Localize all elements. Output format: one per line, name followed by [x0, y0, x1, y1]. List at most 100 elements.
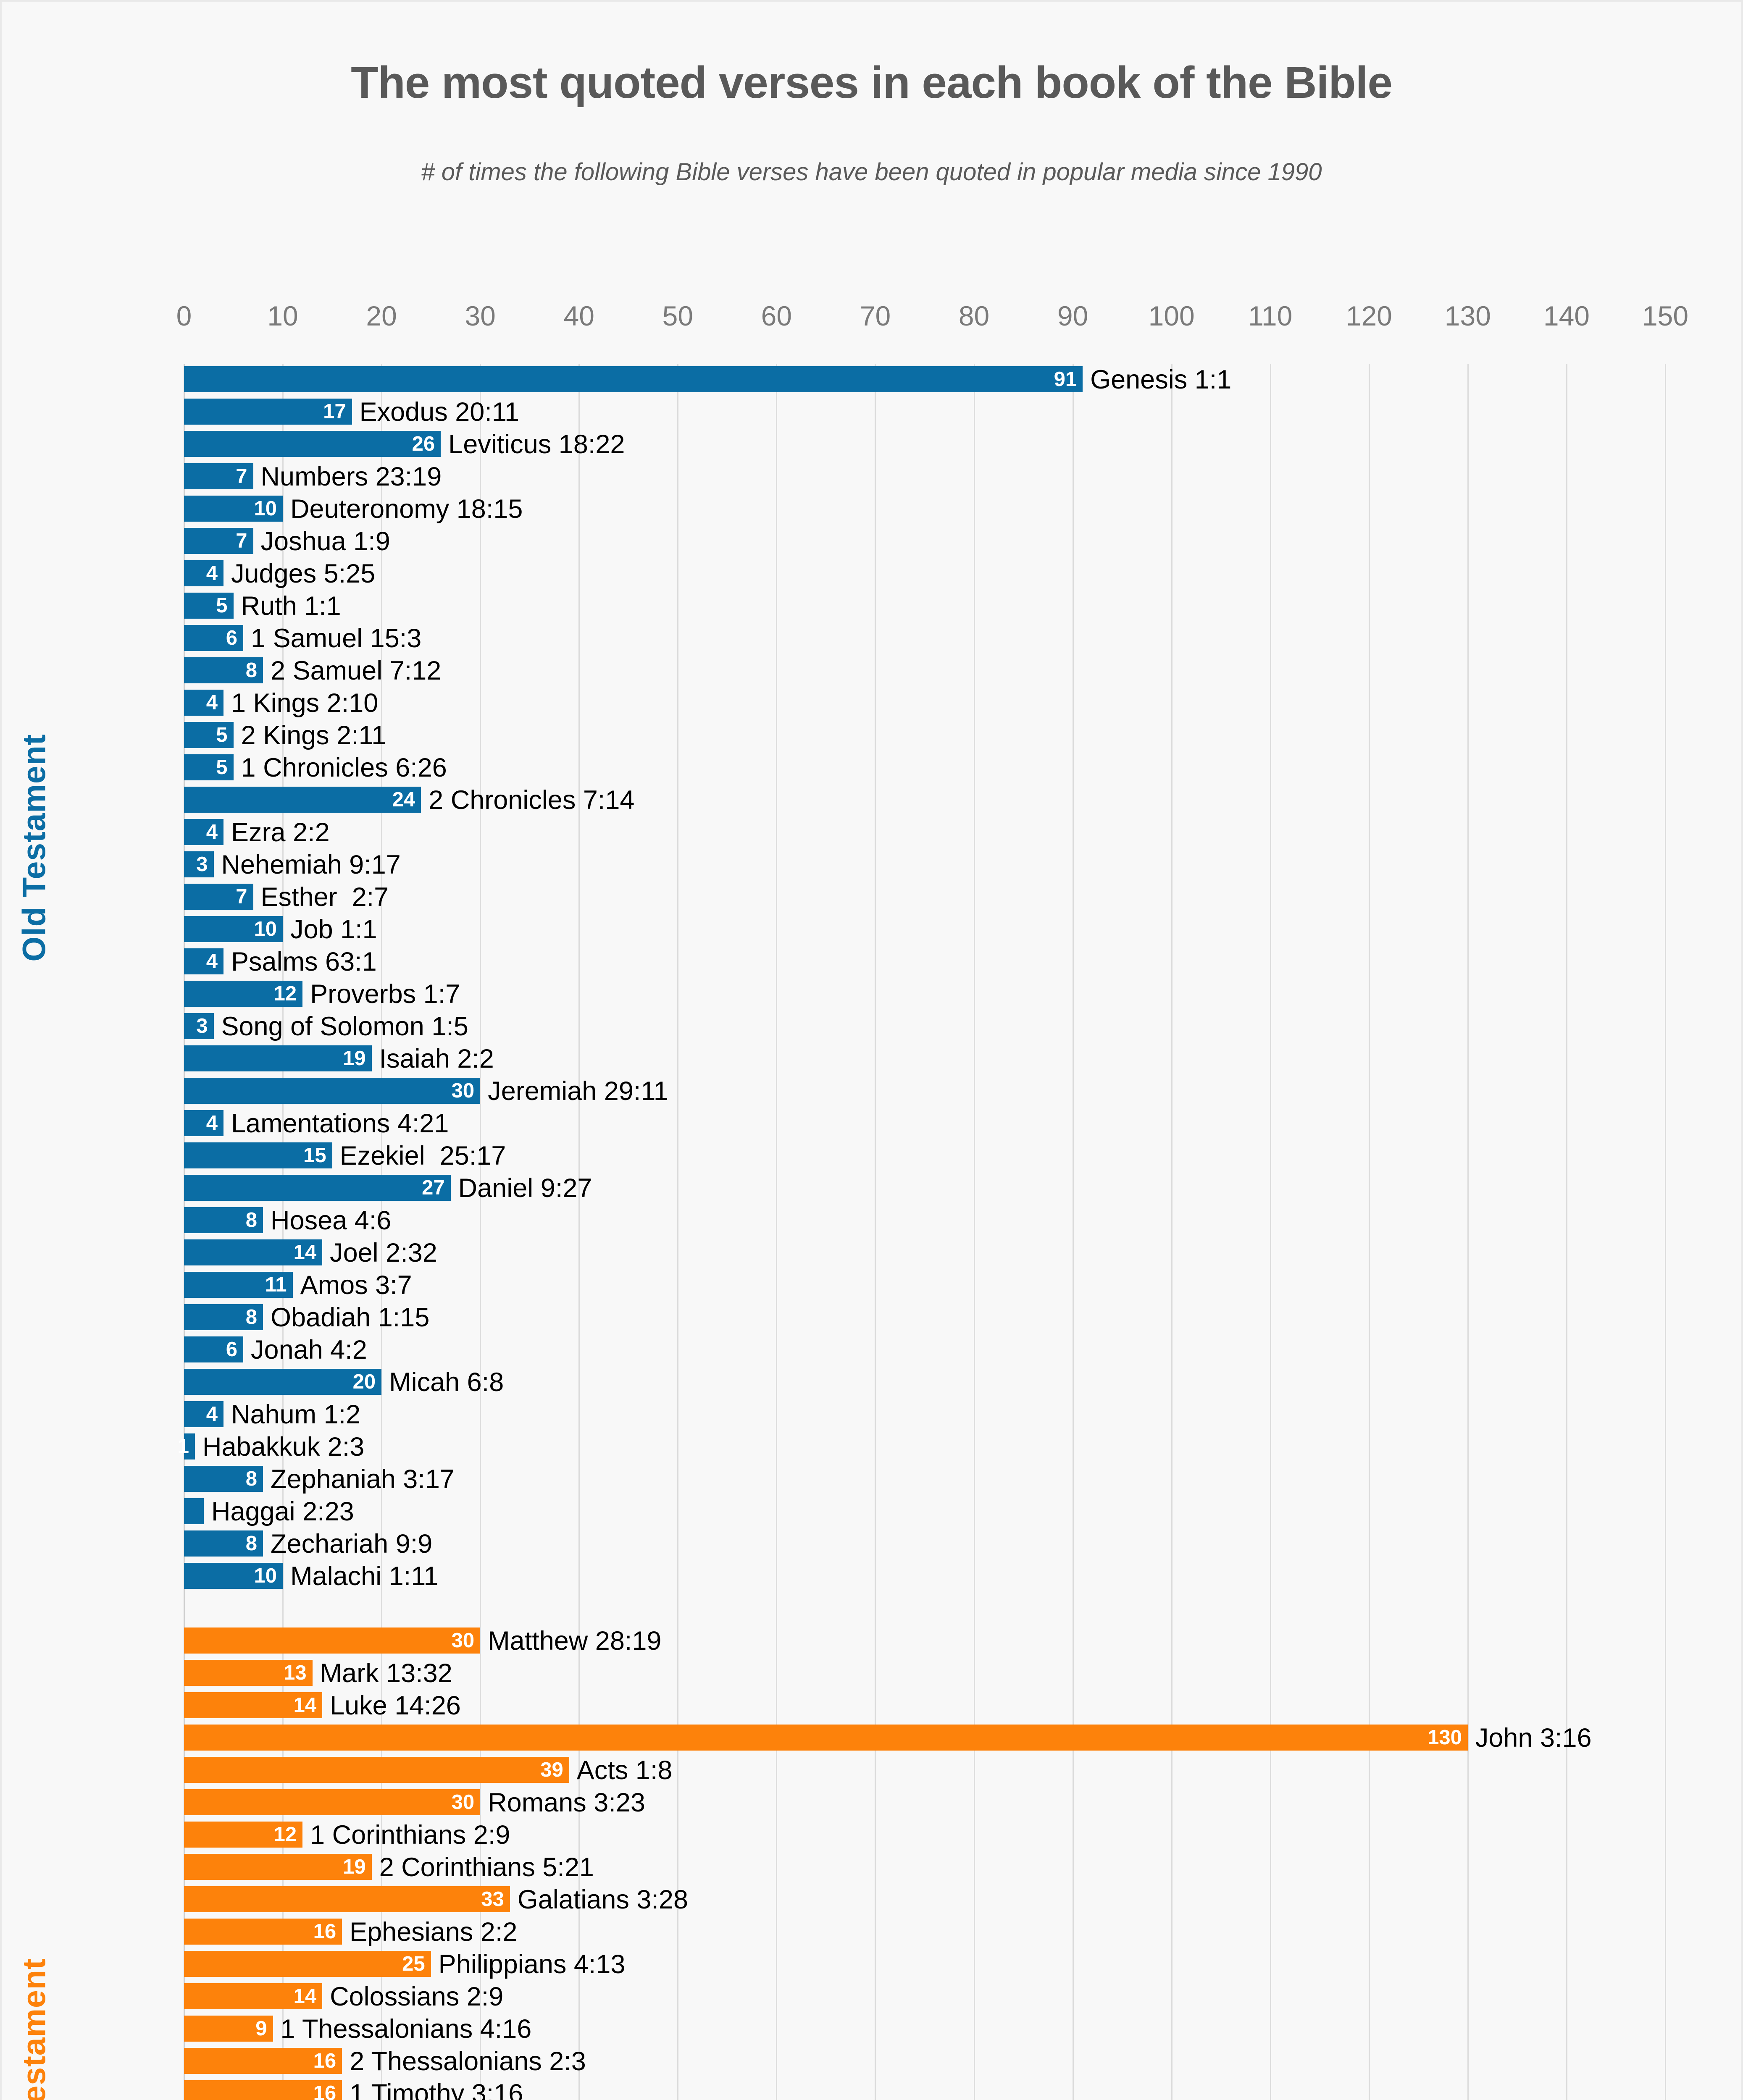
bar-row[interactable]: 4 Lamentations 4:21 [2, 1108, 1741, 1140]
bar[interactable]: 30 [184, 1789, 481, 1815]
bar[interactable]: 5 [184, 754, 234, 780]
bar[interactable]: 4 [184, 948, 224, 974]
bar[interactable]: 17 [184, 399, 352, 425]
bar-row[interactable]: 1 Habakkuk 2:3 [2, 1431, 1741, 1463]
bar-row[interactable]: 91 Genesis 1:1 [2, 364, 1741, 396]
bar-row[interactable]: 5 2 Kings 2:11 [2, 719, 1741, 752]
bar[interactable]: 8 [184, 1466, 263, 1492]
bar[interactable]: 25 [184, 1951, 431, 1977]
bar[interactable]: 4 [184, 690, 224, 716]
bar-row[interactable]: 12 Proverbs 1:7 [2, 978, 1741, 1011]
bar[interactable]: 8 [184, 1530, 263, 1557]
bar-row[interactable]: 6 1 Samuel 15:3 [2, 622, 1741, 655]
bar-row[interactable]: 19 2 Corinthians 5:21 [2, 1851, 1741, 1884]
bar[interactable]: 3 [184, 1013, 214, 1039]
bar[interactable]: 26 [184, 431, 441, 457]
bar[interactable]: 16 [184, 2048, 342, 2074]
bar-row[interactable]: 16 2 Thessalonians 2:3 [2, 2045, 1741, 2078]
bar-row[interactable]: 5 Ruth 1:1 [2, 590, 1741, 622]
bar-row[interactable]: 130 John 3:16 [2, 1722, 1741, 1754]
bar-row[interactable]: 14 Colossians 2:9 [2, 1981, 1741, 2013]
bar-row[interactable]: 27 Daniel 9:27 [2, 1172, 1741, 1205]
bar-row[interactable]: 4 Ezra 2:2 [2, 816, 1741, 849]
bar-row[interactable]: 20 Micah 6:8 [2, 1366, 1741, 1399]
bar-row[interactable]: 4 Psalms 63:1 [2, 946, 1741, 978]
bar-row[interactable]: 4 1 Kings 2:10 [2, 687, 1741, 719]
bar-row[interactable]: 10 Deuteronomy 18:15 [2, 493, 1741, 525]
bar[interactable]: 14 [184, 1692, 323, 1718]
bar[interactable]: 27 [184, 1175, 451, 1201]
bar[interactable]: 5 [184, 593, 234, 619]
bar[interactable]: 39 [184, 1757, 569, 1783]
bar-row[interactable]: 13 Mark 13:32 [2, 1657, 1741, 1690]
bar[interactable]: 16 [184, 1919, 342, 1945]
bar-row[interactable]: 8 Obadiah 1:15 [2, 1302, 1741, 1334]
bar-row[interactable]: 30 Matthew 28:19 [2, 1625, 1741, 1657]
bar[interactable]: 91 [184, 366, 1083, 392]
bar-row[interactable]: 26 Leviticus 18:22 [2, 428, 1741, 461]
bar-row[interactable]: 7 Numbers 23:19 [2, 461, 1741, 493]
bar-row[interactable]: 39 Acts 1:8 [2, 1754, 1741, 1787]
bar-row[interactable]: 4 Judges 5:25 [2, 558, 1741, 590]
bar-row[interactable]: 30 Jeremiah 29:11 [2, 1075, 1741, 1108]
bar[interactable]: 12 [184, 1822, 303, 1848]
bar-row[interactable]: 7 Esther 2:7 [2, 881, 1741, 914]
bar-row[interactable]: 8 Zechariah 9:9 [2, 1528, 1741, 1560]
bar-row[interactable]: 8 2 Samuel 7:12 [2, 655, 1741, 687]
bar-row[interactable]: 14 Luke 14:26 [2, 1690, 1741, 1722]
bar-row[interactable]: 5 1 Chronicles 6:26 [2, 752, 1741, 784]
bar[interactable]: 8 [184, 1304, 263, 1330]
bar[interactable]: 6 [184, 1336, 244, 1362]
bar[interactable]: 8 [184, 657, 263, 683]
bar-row[interactable]: 12 1 Corinthians 2:9 [2, 1819, 1741, 1851]
bar[interactable]: 10 [184, 496, 283, 522]
bar[interactable]: 8 [184, 1207, 263, 1233]
bar-row[interactable]: 4 Nahum 1:2 [2, 1399, 1741, 1431]
bar-row[interactable]: 6 Jonah 4:2 [2, 1334, 1741, 1366]
bar-row[interactable]: 16 Ephesians 2:2 [2, 1916, 1741, 1948]
bar[interactable]: 7 [184, 884, 253, 910]
bar-row[interactable]: 3 Nehemiah 9:17 [2, 849, 1741, 881]
bar-row[interactable]: 17 Exodus 20:11 [2, 396, 1741, 428]
bar[interactable]: 10 [184, 1563, 283, 1589]
bar[interactable]: 33 [184, 1886, 510, 1912]
bar-row[interactable]: 14 Joel 2:32 [2, 1237, 1741, 1269]
bar-row[interactable]: 8 Hosea 4:6 [2, 1205, 1741, 1237]
bar[interactable]: 24 [184, 787, 421, 813]
bar[interactable]: 4 [184, 1110, 224, 1136]
bar-row[interactable]: 8 Zephaniah 3:17 [2, 1463, 1741, 1496]
bar-row[interactable]: 10 Job 1:1 [2, 914, 1741, 946]
bar-row[interactable]: 15 Ezekiel 25:17 [2, 1140, 1741, 1172]
bar-row[interactable]: 19 Isaiah 2:2 [2, 1043, 1741, 1075]
bar[interactable] [184, 1498, 204, 1524]
bar[interactable]: 4 [184, 560, 224, 586]
bar[interactable]: 12 [184, 981, 303, 1007]
bar[interactable]: 19 [184, 1045, 372, 1071]
bar[interactable]: 5 [184, 722, 234, 748]
bar[interactable]: 4 [184, 819, 224, 845]
bar[interactable]: 15 [184, 1142, 332, 1168]
bar-row[interactable]: 9 1 Thessalonians 4:16 [2, 2013, 1741, 2045]
bar[interactable]: 6 [184, 625, 244, 651]
bar[interactable]: 11 [184, 1272, 293, 1298]
bar[interactable]: 4 [184, 1401, 224, 1427]
bar-row[interactable]: 30 Romans 3:23 [2, 1787, 1741, 1819]
bar[interactable]: 14 [184, 1983, 323, 2009]
bar-row[interactable]: 33 Galatians 3:28 [2, 1884, 1741, 1916]
bar-row[interactable]: 3 Song of Solomon 1:5 [2, 1011, 1741, 1043]
bar[interactable]: 130 [184, 1725, 1468, 1751]
bar[interactable]: 16 [184, 2080, 342, 2100]
bar[interactable]: 7 [184, 463, 253, 489]
bar-row[interactable]: Haggai 2:23 [2, 1496, 1741, 1528]
bar[interactable]: 30 [184, 1078, 481, 1104]
bar-row[interactable]: 7 Joshua 1:9 [2, 525, 1741, 558]
bar[interactable]: 10 [184, 916, 283, 942]
bar-row[interactable]: 16 1 Timothy 3:16 [2, 2078, 1741, 2100]
bar-row[interactable]: 24 2 Chronicles 7:14 [2, 784, 1741, 816]
bar[interactable]: 20 [184, 1369, 382, 1395]
bar[interactable]: 7 [184, 528, 253, 554]
bar[interactable]: 9 [184, 2016, 273, 2042]
bar[interactable]: 14 [184, 1239, 323, 1265]
bar[interactable]: 1 [178, 1433, 195, 1460]
bar-row[interactable]: 11 Amos 3:7 [2, 1269, 1741, 1302]
